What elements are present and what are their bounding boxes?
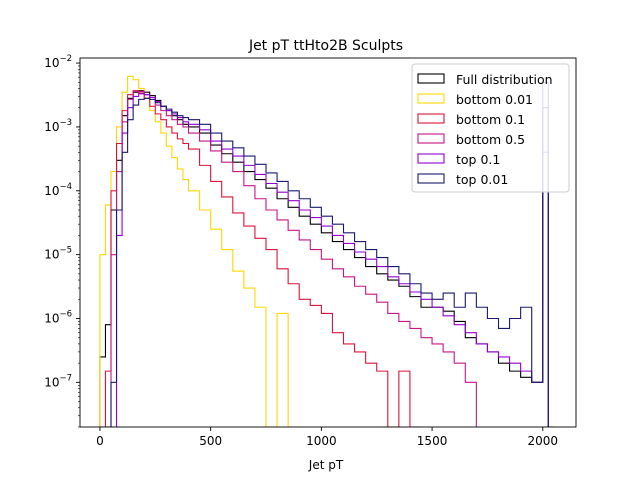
chart-title: Jet pT ttHto2B Sculpts <box>248 38 403 54</box>
x-tick-label: 1500 <box>417 434 448 448</box>
y-tick-label: 10−2 <box>44 54 72 70</box>
axes-frame <box>79 57 577 428</box>
legend-label: top 0.01 <box>456 172 508 187</box>
legend-swatch <box>417 93 445 104</box>
legend-swatch <box>417 73 445 84</box>
legend-label: bottom 0.1 <box>456 112 525 127</box>
y-tick-label: 10−4 <box>44 182 72 198</box>
legend-label: Full distribution <box>456 72 553 87</box>
y-tick-label: 10−5 <box>44 246 72 262</box>
legend-swatch <box>417 133 445 144</box>
series-5-histogram <box>99 93 554 427</box>
x-tick-label: 500 <box>199 434 222 448</box>
x-tick-label: 0 <box>96 434 104 448</box>
series-6-histogram <box>99 81 554 427</box>
legend-swatch <box>417 173 445 184</box>
y-tick-label: 10−3 <box>44 118 72 134</box>
x-tick-label: 1000 <box>306 434 337 448</box>
y-tick-label: 10−6 <box>44 310 72 326</box>
series-3-histogram <box>99 90 421 427</box>
legend-box <box>411 63 570 193</box>
legend-swatch <box>417 153 445 164</box>
legend-swatch <box>417 113 445 124</box>
series-2-histogram <box>99 75 300 427</box>
legend: Full distribution bottom 0.01 bottom 0.1 bo… <box>411 63 570 193</box>
legend-label: bottom 0.5 <box>456 132 525 147</box>
y-tick-label: 10−7 <box>44 373 72 389</box>
legend-label: top 0.1 <box>456 152 500 167</box>
x-tick-label: 2000 <box>528 434 559 448</box>
legend-label: bottom 0.01 <box>456 92 533 107</box>
x-axis-label: Jet pT <box>308 458 344 472</box>
